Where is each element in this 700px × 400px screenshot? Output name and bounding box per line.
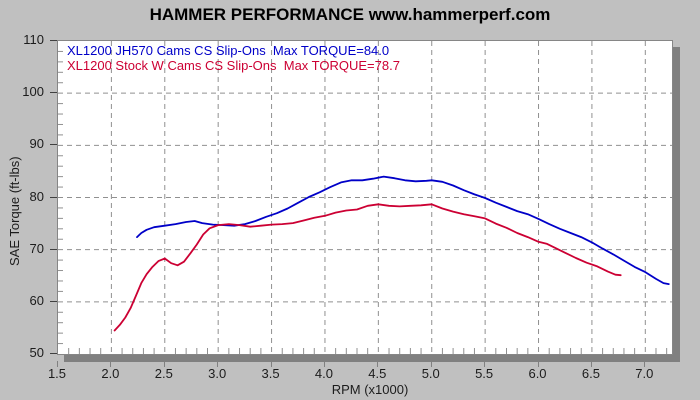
legend-entry-jh570-cams: XL1200 JH570 Cams CS Slip-Ons Max TORQUE… (67, 43, 390, 58)
x-tick-label: 5.5 (475, 366, 494, 381)
y-tick-label: 60 (29, 292, 44, 308)
legend-entry-stock-cams: XL1200 Stock W Cams CS Slip-Ons Max TORQ… (67, 58, 400, 73)
y-tick-mark (50, 144, 57, 146)
y-tick-mark (50, 92, 57, 94)
y-tick-mark (50, 196, 57, 198)
x-tick-mark (57, 361, 58, 367)
chart-legend: XL1200 JH570 Cams CS Slip-Ons Max TORQUE… (67, 43, 400, 73)
x-tick-mark (323, 361, 325, 367)
y-tick-mark (50, 40, 57, 41)
x-tick-label: 6.0 (528, 366, 547, 381)
x-axis-title: RPM (x1000) (331, 382, 409, 397)
torque-curve-stock-cams (113, 203, 622, 332)
x-tick-label: 6.5 (581, 366, 600, 381)
page-title: HAMMER PERFORMANCE www.hammerperf.com (149, 5, 551, 24)
x-tick-mark (163, 361, 165, 367)
plot-area: XL1200 JH570 Cams CS Slip-Ons Max TORQUE… (57, 40, 673, 355)
y-tick-label: 110 (23, 32, 44, 47)
x-tick-label: 7.0 (635, 366, 654, 381)
x-tick-mark (644, 361, 646, 367)
x-tick-label: 2.5 (154, 366, 173, 381)
x-tick-mark (377, 361, 379, 367)
x-tick-mark (590, 361, 592, 367)
x-tick-mark (430, 361, 432, 367)
x-tick-mark (270, 361, 272, 367)
x-tick-label: 3.5 (261, 366, 280, 381)
y-tick-label: 80 (29, 188, 44, 204)
y-tick-mark (50, 353, 57, 354)
x-tick-label: 1.5 (47, 366, 67, 381)
y-tick-mark (50, 248, 57, 250)
y-tick-label: 90 (29, 136, 44, 152)
x-tick-mark (484, 361, 486, 367)
y-tick-label: 50 (29, 345, 44, 360)
y-tick-label: 70 (29, 240, 44, 256)
y-tick-label: 100 (22, 84, 44, 100)
x-tick-label: 3.0 (208, 366, 227, 381)
x-tick-label: 2.0 (101, 366, 120, 381)
x-tick-label: 4.5 (368, 366, 387, 381)
torque-curve-jh570-cams (136, 175, 670, 286)
torque-chart-canvas (58, 41, 672, 354)
x-tick-mark (217, 361, 219, 367)
x-tick-mark (110, 361, 112, 367)
x-tick-label: 5.0 (421, 366, 440, 381)
y-tick-mark (50, 300, 57, 302)
x-tick-label: 4.0 (314, 366, 333, 381)
x-tick-mark (537, 361, 539, 367)
